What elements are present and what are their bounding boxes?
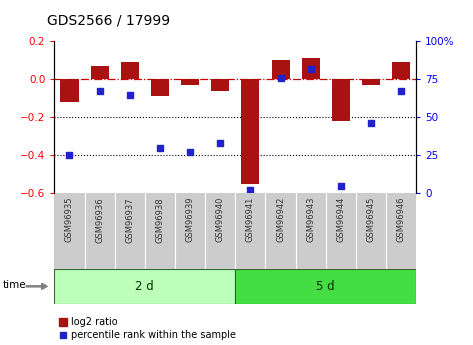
Text: GSM96944: GSM96944	[336, 197, 345, 243]
Bar	[151, 79, 169, 96]
Bar	[181, 79, 199, 85]
Point	[66, 152, 73, 158]
Point	[307, 66, 315, 71]
Point	[217, 140, 224, 146]
Text: GSM96937: GSM96937	[125, 197, 134, 243]
Text: GSM96941: GSM96941	[246, 197, 255, 243]
Text: GSM96945: GSM96945	[367, 197, 376, 243]
Text: GSM96936: GSM96936	[95, 197, 104, 243]
Bar	[392, 62, 410, 79]
Point	[397, 89, 405, 94]
Point	[156, 145, 164, 150]
Text: GSM96939: GSM96939	[185, 197, 194, 243]
Bar	[332, 79, 350, 121]
Text: time: time	[2, 280, 26, 289]
Bar	[272, 60, 289, 79]
Point	[367, 121, 375, 126]
Point	[246, 187, 254, 193]
Text: 5 d: 5 d	[316, 280, 335, 293]
Point	[337, 183, 345, 188]
Point	[126, 92, 133, 97]
Bar	[121, 62, 139, 79]
Point	[186, 149, 194, 155]
Text: 2 d: 2 d	[135, 280, 154, 293]
Bar	[54, 269, 235, 304]
Text: GSM96938: GSM96938	[156, 197, 165, 243]
Text: GSM96935: GSM96935	[65, 197, 74, 243]
Point	[96, 89, 104, 94]
Bar	[302, 58, 320, 79]
Bar	[241, 79, 259, 184]
Text: GSM96946: GSM96946	[397, 197, 406, 243]
Bar	[91, 66, 109, 79]
Bar	[61, 79, 79, 102]
Text: GDS2566 / 17999: GDS2566 / 17999	[47, 13, 170, 28]
Point	[277, 75, 284, 81]
Bar	[235, 269, 416, 304]
Text: GSM96942: GSM96942	[276, 197, 285, 243]
Bar	[362, 79, 380, 85]
Text: GSM96940: GSM96940	[216, 197, 225, 243]
Text: GSM96943: GSM96943	[306, 197, 315, 243]
Bar	[211, 79, 229, 91]
Legend: log2 ratio, percentile rank within the sample: log2 ratio, percentile rank within the s…	[59, 317, 236, 340]
